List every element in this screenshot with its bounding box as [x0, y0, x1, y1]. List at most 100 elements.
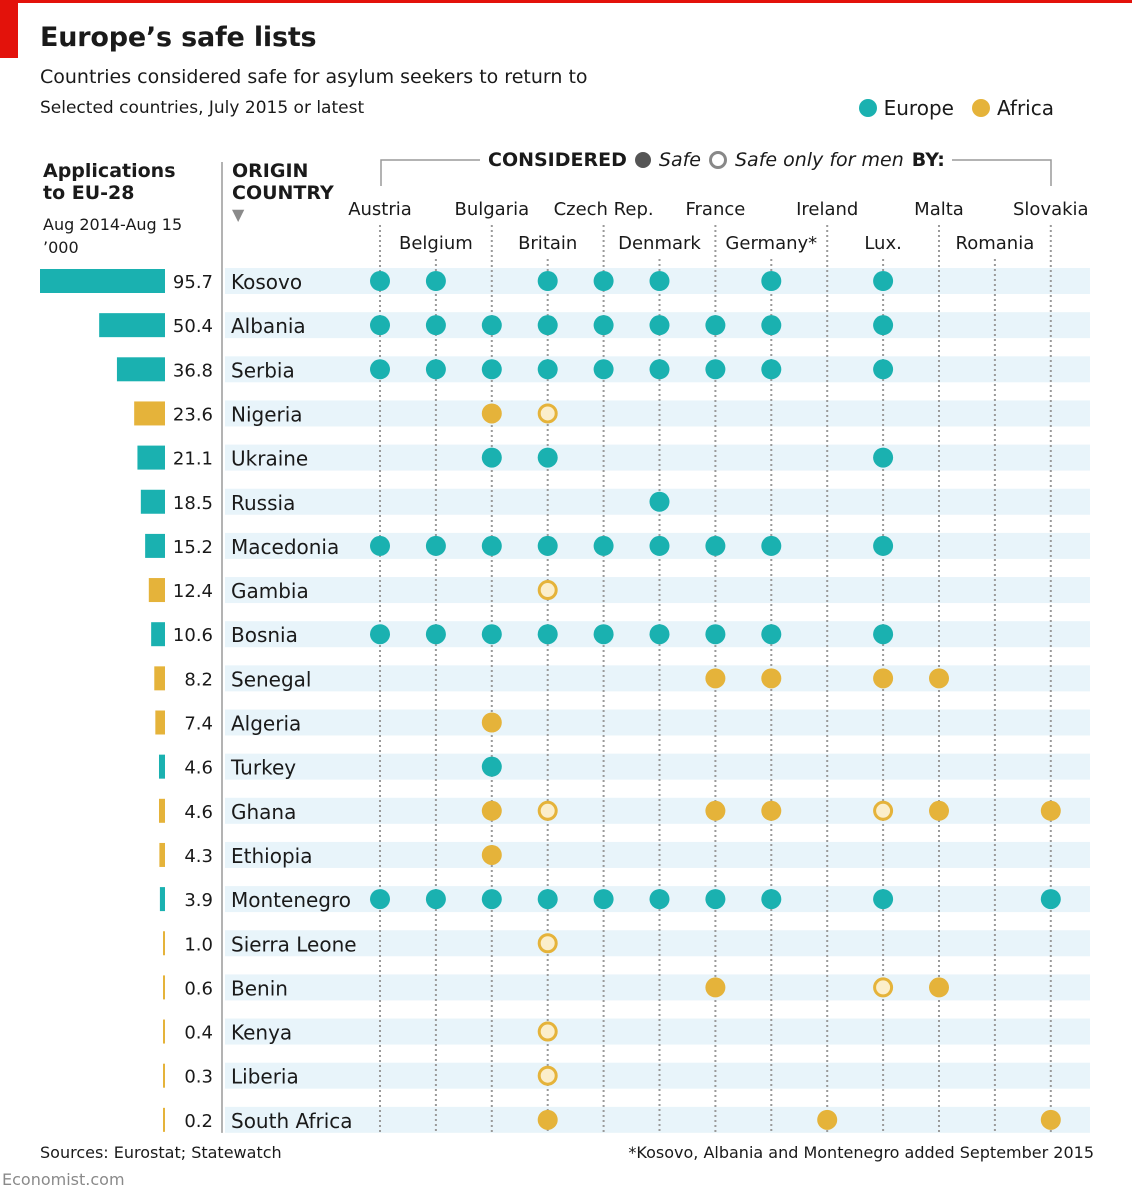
- safe-dot-albania-france: [705, 315, 726, 336]
- safe-dot-benin-france: [705, 977, 726, 998]
- footnote: *Kosovo, Albania and Montenegro added Se…: [628, 1143, 1094, 1162]
- row-band-liberia: [225, 1062, 1090, 1089]
- by-label: BY:: [911, 149, 945, 171]
- column-header-czech-rep: Czech Rep.: [554, 199, 654, 220]
- chart-subtitle-2: Selected countries, July 2015 or latest: [40, 98, 365, 118]
- application-value-russia: 18.5: [173, 493, 213, 514]
- safe-dot-bosnia-austria: [370, 624, 390, 645]
- safe-dot-ghana-france: [705, 800, 726, 821]
- safe-dot-ghana-germany: [761, 800, 782, 821]
- safe-dot-montenegro-britain: [537, 889, 558, 910]
- men-dot-ghana-lux: [873, 800, 894, 821]
- safe-dot-benin-malta: [929, 977, 949, 998]
- origin-country-gambia: Gambia: [231, 579, 309, 603]
- column-header-romania: Romania: [956, 233, 1035, 254]
- safe-dot-macedonia-britain: [537, 535, 558, 556]
- safe-dot-montenegro-bulgaria: [481, 889, 502, 910]
- application-bar-south-africa: [163, 1107, 165, 1132]
- chart-subtitle: Countries considered safe for asylum see…: [40, 66, 588, 88]
- safe-dot-nigeria-bulgaria: [481, 403, 502, 424]
- safe-dot-south-africa-slovakia: [1040, 1109, 1061, 1130]
- safe-dot-montenegro-czech-rep: [593, 889, 614, 910]
- safe-dot-macedonia-belgium: [425, 535, 446, 556]
- row-band-benin: [225, 974, 1090, 1001]
- origin-country-bosnia: Bosnia: [231, 623, 298, 647]
- row-band-algeria: [225, 709, 1090, 736]
- safe-dot-bosnia-denmark: [649, 624, 670, 645]
- safe-dot-macedonia-bulgaria: [481, 535, 502, 556]
- application-value-bosnia: 10.6: [173, 625, 213, 646]
- application-bar-kosovo: [40, 269, 165, 293]
- legend-dot-europe: [858, 99, 877, 117]
- men-dot-liberia-britain: [537, 1065, 558, 1086]
- row-band-ukraine: [225, 444, 1090, 471]
- application-bar-montenegro: [159, 887, 165, 912]
- application-bar-ukraine: [137, 445, 165, 470]
- column-header-belgium: Belgium: [399, 233, 473, 254]
- bracket-left: [380, 159, 480, 186]
- origin-header-line2: COUNTRY: [232, 182, 334, 204]
- origin-country-south-africa: South Africa: [231, 1109, 353, 1133]
- safe-dot-south-africa-britain: [537, 1109, 558, 1130]
- legend-item-europe: Europe: [858, 96, 954, 120]
- application-value-ethiopia: 4.3: [184, 846, 213, 867]
- applications-subheader: Aug 2014-Aug 15 ’000: [43, 213, 182, 259]
- safe-dot-macedonia-denmark: [649, 535, 670, 556]
- row-band-ethiopia: [225, 841, 1090, 868]
- application-bar-gambia: [148, 578, 165, 603]
- application-value-montenegro: 3.9: [184, 890, 213, 911]
- safe-dot-montenegro-slovakia: [1040, 889, 1061, 910]
- safe-dot-serbia-czech-rep: [593, 359, 614, 380]
- top-red-rule: [0, 0, 1132, 3]
- application-value-kosovo: 95.7: [173, 272, 213, 293]
- origin-country-macedonia: Macedonia: [231, 535, 339, 559]
- column-header-lux: Lux.: [864, 233, 902, 254]
- safe-dot-bosnia-britain: [537, 624, 558, 645]
- column-header-austria: Austria: [348, 199, 412, 220]
- row-band-kenya: [225, 1018, 1090, 1045]
- origin-country-ethiopia: Ethiopia: [231, 844, 312, 868]
- origin-country-ghana: Ghana: [231, 800, 296, 824]
- safe-dot-bosnia-bulgaria: [481, 624, 502, 645]
- safe-dot-bosnia-france: [705, 624, 726, 645]
- safe-dot-montenegro-denmark: [649, 889, 670, 910]
- safe-dot-albania-britain: [537, 315, 558, 336]
- safe-dot-ghana-malta: [929, 800, 949, 821]
- origin-country-montenegro: Montenegro: [231, 888, 351, 912]
- row-band-turkey: [225, 753, 1090, 780]
- safe-dot-algeria-bulgaria: [481, 712, 502, 733]
- safe-dot-senegal-france: [705, 668, 726, 689]
- safe-dot-ghana-bulgaria: [481, 800, 502, 821]
- safe-dot-kosovo-germany: [761, 271, 782, 291]
- men-dot-nigeria-britain: [537, 403, 558, 424]
- application-value-south-africa: 0.2: [184, 1111, 213, 1132]
- safe-dot-montenegro-lux: [873, 889, 894, 910]
- origin-country-liberia: Liberia: [231, 1065, 299, 1089]
- row-band-gambia: [225, 577, 1090, 604]
- column-header-ireland: Ireland: [796, 199, 858, 220]
- men-dot-sierra-leone-britain: [537, 933, 558, 954]
- safe-dot-south-africa-ireland: [817, 1109, 838, 1130]
- men-dot-ghana-britain: [537, 800, 558, 821]
- sort-down-icon: ▼: [232, 205, 245, 224]
- application-value-nigeria: 23.6: [173, 404, 213, 425]
- application-value-serbia: 36.8: [173, 360, 213, 381]
- applications-period: Aug 2014-Aug 15: [43, 215, 183, 234]
- safe-dot-ukraine-bulgaria: [481, 447, 502, 468]
- men-dot-benin-lux: [873, 977, 894, 998]
- safe-dot-macedonia-austria: [370, 535, 390, 556]
- origin-country-serbia: Serbia: [231, 358, 295, 382]
- application-value-gambia: 12.4: [173, 581, 213, 602]
- origin-country-ukraine: Ukraine: [231, 447, 308, 471]
- origin-country-nigeria: Nigeria: [231, 402, 303, 426]
- safe-dot-senegal-malta: [929, 668, 949, 689]
- row-band-ghana: [225, 797, 1090, 824]
- safe-dot-kosovo-lux: [873, 271, 894, 291]
- applications-header-line1: Applications: [43, 160, 176, 182]
- application-value-kenya: 0.4: [184, 1023, 213, 1044]
- safe-dot-montenegro-belgium: [425, 889, 446, 910]
- application-value-sierra-leone: 1.0: [184, 934, 213, 955]
- column-header-malta: Malta: [914, 199, 964, 220]
- safe-dot-kosovo-britain: [537, 271, 558, 291]
